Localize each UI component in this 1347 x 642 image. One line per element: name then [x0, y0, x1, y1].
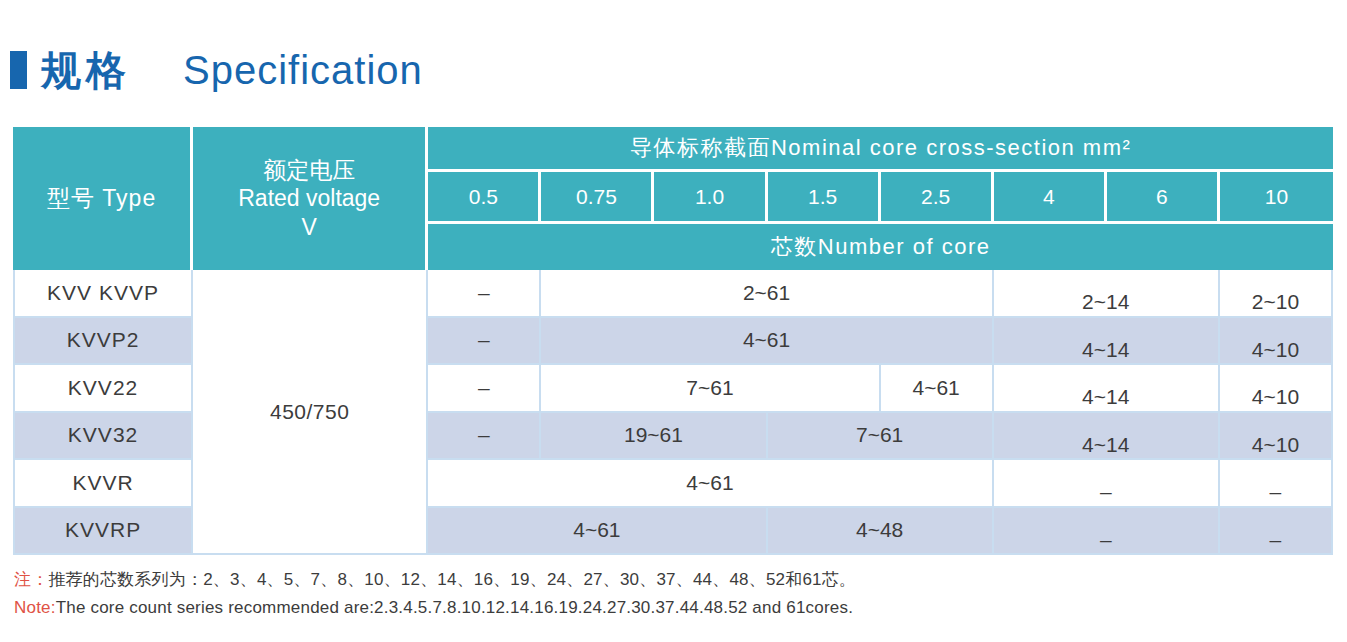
- title-marker-block: [10, 51, 27, 89]
- spec-sheet-page: 规格 Specification 型号 Type 额定电压 Rated volt…: [0, 46, 1347, 621]
- data-cell: 19~61: [541, 413, 767, 461]
- data-cell: –: [428, 270, 541, 318]
- type-cell: KVV KVVP: [13, 270, 193, 318]
- data-cell: 4~10: [1220, 365, 1333, 413]
- data-cell: 4~61: [428, 460, 993, 508]
- note-en-text: The core count series recommended are:2.…: [56, 598, 853, 617]
- data-cell: 2~14: [994, 270, 1220, 318]
- note-zh: 注：推荐的芯数系列为：2、3、4、5、7、8、10、12、14、16、19、24…: [14, 566, 1347, 594]
- size-header: 4: [994, 172, 1107, 224]
- voltage-value-cell: 450/750: [193, 270, 428, 555]
- note-en: Note:The core count series recommended a…: [14, 594, 1347, 622]
- section-title: 规格 Specification: [10, 46, 1347, 94]
- voltage-header-unit: V: [193, 213, 425, 241]
- size-header: 10: [1220, 172, 1333, 224]
- voltage-header-en: Rated voltage: [193, 184, 425, 212]
- data-cell: 4~10: [1220, 413, 1333, 461]
- data-cell: 4~10: [1220, 318, 1333, 366]
- data-cell: –: [1220, 460, 1333, 508]
- data-cell: 4~61: [541, 318, 993, 366]
- data-cell: 4~14: [994, 413, 1220, 461]
- type-cell: KVVRP: [13, 508, 193, 556]
- cross-section-header: 导体标称截面Nominal core cross-section mm²: [428, 127, 1333, 172]
- footnotes: 注：推荐的芯数系列为：2、3、4、5、7、8、10、12、14、16、19、24…: [14, 566, 1347, 621]
- data-cell: –: [428, 365, 541, 413]
- data-cell: –: [994, 508, 1220, 556]
- data-cell: 4~14: [994, 318, 1220, 366]
- voltage-header-zh: 额定电压: [193, 156, 425, 184]
- data-cell: 2~10: [1220, 270, 1333, 318]
- size-header: 0.75: [541, 172, 654, 224]
- data-cell: –: [994, 460, 1220, 508]
- data-cell: –: [428, 413, 541, 461]
- section-title-en: Specification: [183, 48, 423, 93]
- note-zh-text: 推荐的芯数系列为：2、3、4、5、7、8、10、12、14、16、19、24、2…: [48, 570, 856, 589]
- type-cell: KVV32: [13, 413, 193, 461]
- note-en-prefix: Note:: [14, 598, 56, 617]
- size-header: 2.5: [881, 172, 994, 224]
- data-cell: 2~61: [541, 270, 993, 318]
- type-cell: KVVP2: [13, 318, 193, 366]
- data-cell: 7~61: [768, 413, 994, 461]
- section-title-zh: 规格: [41, 43, 131, 98]
- type-cell: KVV22: [13, 365, 193, 413]
- type-column-header: 型号 Type: [13, 127, 193, 270]
- data-cell: 4~61: [428, 508, 767, 556]
- size-header: 1.0: [654, 172, 767, 224]
- type-cell: KVVR: [13, 460, 193, 508]
- data-cell: 4~61: [881, 365, 994, 413]
- specification-table: 型号 Type 额定电压 Rated voltage V 导体标称截面Nomin…: [13, 127, 1333, 555]
- size-header: 1.5: [768, 172, 881, 224]
- data-cell: 4~48: [768, 508, 994, 556]
- note-zh-prefix: 注：: [14, 570, 48, 589]
- data-cell: –: [1220, 508, 1333, 556]
- data-cell: 4~14: [994, 365, 1220, 413]
- size-header: 0.5: [428, 172, 541, 224]
- table-row: KVV KVVP 450/750 – 2~61 2~14 2~10: [13, 270, 1333, 318]
- data-cell: 7~61: [541, 365, 880, 413]
- header-row-cross-section: 型号 Type 额定电压 Rated voltage V 导体标称截面Nomin…: [13, 127, 1333, 172]
- size-header: 6: [1107, 172, 1220, 224]
- data-cell: –: [428, 318, 541, 366]
- core-count-header: 芯数Number of core: [428, 224, 1333, 270]
- voltage-column-header: 额定电压 Rated voltage V: [193, 127, 428, 270]
